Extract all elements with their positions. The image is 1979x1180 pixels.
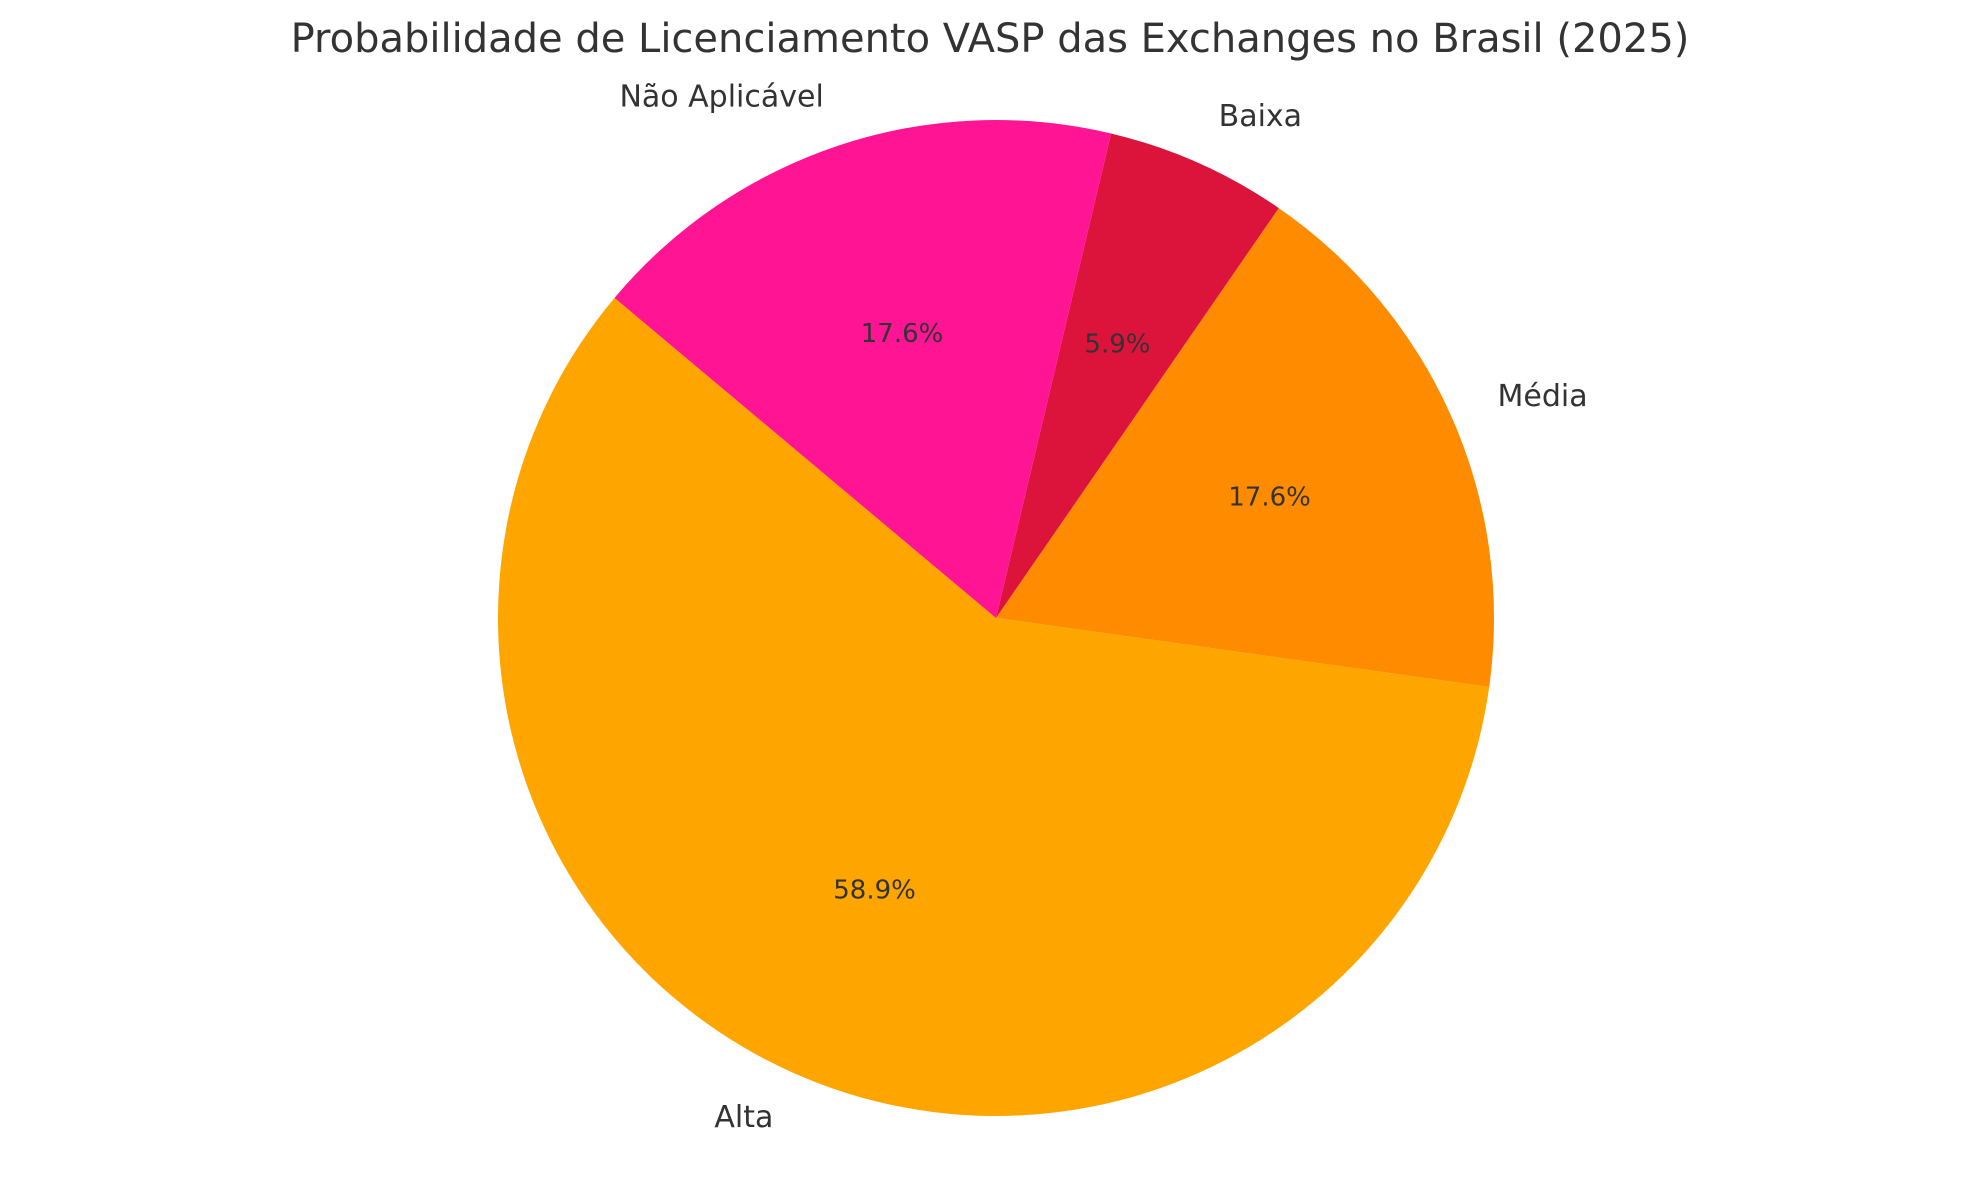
value-label: 17.6% <box>1228 482 1311 512</box>
pie-slice <box>497 297 1490 1116</box>
category-label: Média <box>1498 379 1588 414</box>
category-label: Baixa <box>1219 99 1302 134</box>
chart-title: Probabilidade de Licenciamento VASP das … <box>291 16 1690 62</box>
value-label: 17.6% <box>861 319 944 349</box>
value-label: 5.9% <box>1084 329 1150 359</box>
pie-slice <box>614 120 1112 619</box>
pie-slice <box>996 208 1494 687</box>
value-label: 58.9% <box>833 876 916 906</box>
category-label: Não Aplicável <box>619 79 823 114</box>
category-label: Alta <box>714 1100 773 1135</box>
pie-slice <box>996 133 1279 618</box>
